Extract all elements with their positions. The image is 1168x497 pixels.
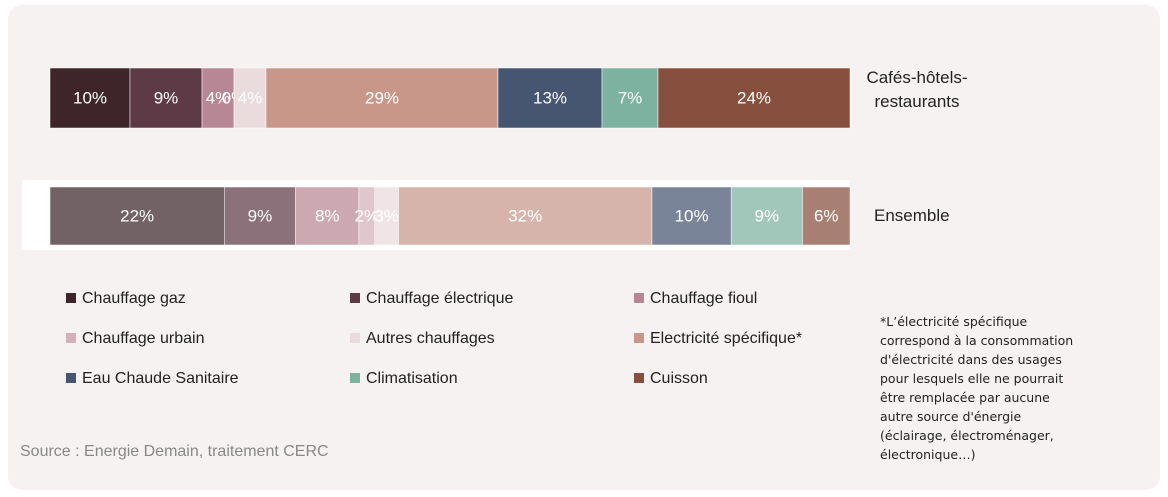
- legend-swatch: [350, 333, 360, 343]
- value-label: 10%: [675, 206, 709, 225]
- value-label: 4%: [206, 88, 231, 107]
- legend-swatch: [66, 293, 76, 303]
- bar-segment: [295, 186, 360, 246]
- bar-segment: [49, 67, 131, 129]
- bar-segment: [651, 186, 732, 246]
- legend-swatch: [634, 373, 644, 383]
- category-label: Cafés-hôtels-restaurants: [866, 68, 968, 111]
- legend-swatch: [350, 293, 360, 303]
- legend-swatch: [634, 293, 644, 303]
- value-label: 10%: [73, 88, 107, 107]
- category-label: Ensemble: [874, 206, 950, 225]
- value-label: 24%: [737, 88, 771, 107]
- value-label: 4%: [238, 88, 263, 107]
- bar-segment: [398, 186, 653, 246]
- source: Source : Energie Demain, traitement CERC: [20, 443, 329, 460]
- value-label: 9%: [248, 206, 273, 225]
- value-label: 7%: [618, 88, 643, 107]
- value-label: 3%: [374, 206, 399, 225]
- value-label: 13%: [533, 88, 567, 107]
- legend-label: Chauffage gaz: [82, 290, 186, 307]
- bar-segment: [802, 186, 851, 246]
- legend-swatch: [350, 373, 360, 383]
- value-label: 2%: [355, 206, 380, 225]
- value-label: 9%: [755, 206, 780, 225]
- legend-label: Autres chauffages: [366, 330, 495, 347]
- bar-segment: [265, 67, 499, 129]
- value-label: 32%: [508, 206, 542, 225]
- bar-segment: [129, 67, 203, 129]
- value-label: 9%: [154, 88, 179, 107]
- legend-label: Climatisation: [366, 370, 458, 387]
- bar-segment: [233, 67, 267, 129]
- bar-segment: [730, 186, 803, 246]
- footnote: *L’électricité spécifique correspond à l…: [880, 314, 1074, 462]
- legend-swatch: [66, 373, 76, 383]
- legend-label: Electricité spécifique*: [650, 330, 802, 347]
- value-label: 29%: [365, 88, 399, 107]
- legend-label: Cuisson: [650, 370, 708, 387]
- value-label: 6%: [814, 206, 839, 225]
- bar-segment: [49, 186, 225, 246]
- legend-swatch: [634, 333, 644, 343]
- bar-segment: [601, 67, 659, 129]
- legend-label: Chauffage urbain: [82, 330, 204, 347]
- legend-label: Chauffage fioul: [650, 290, 757, 307]
- bar-segment: [224, 186, 296, 246]
- value-label: 8%: [315, 206, 340, 225]
- legend-label: Chauffage électrique: [366, 290, 513, 307]
- legend-swatch: [66, 333, 76, 343]
- bar-segment: [497, 67, 603, 129]
- legend-label: Eau Chaude Sanitaire: [82, 370, 239, 387]
- value-label: 22%: [120, 206, 154, 225]
- bar-segment: [657, 67, 851, 129]
